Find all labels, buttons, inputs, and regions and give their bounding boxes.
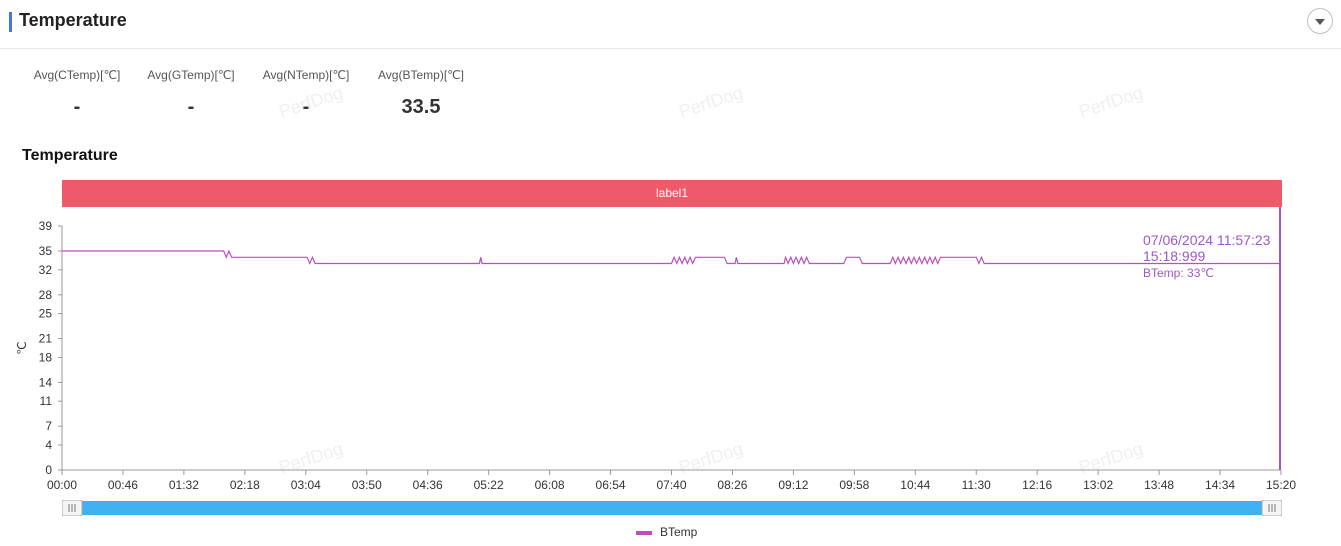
tooltip-time: 15:18:999 xyxy=(1143,248,1206,264)
stat-value: - xyxy=(187,96,195,118)
zoom-slider-fill xyxy=(62,501,1282,515)
y-tick-label: 14 xyxy=(39,375,53,389)
tooltip-datetime: 07/06/2024 11:57:23 xyxy=(1143,232,1271,248)
chevron-down-icon xyxy=(1315,19,1325,25)
x-tick-label: 00:00 xyxy=(47,478,77,492)
y-tick-label: 35 xyxy=(39,244,53,258)
x-tick-label: 00:46 xyxy=(108,478,138,492)
x-tick-label: 12:16 xyxy=(1022,478,1052,492)
stat-label: Avg(NTemp)[℃] xyxy=(262,68,350,82)
chart-title: Temperature xyxy=(22,147,118,164)
x-tick-label: 11:30 xyxy=(962,478,991,492)
stat-label: Avg(BTemp)[℃] xyxy=(378,68,464,82)
x-tick-label: 07:40 xyxy=(656,478,686,492)
stat-value: - xyxy=(302,96,310,118)
section-header: Temperature xyxy=(0,0,1341,49)
x-tick-label: 09:12 xyxy=(778,478,808,492)
temperature-chart[interactable]: 0 4 7 11 14 18 21 25 28 32 35 39 ℃ 00:00 00:46 01:32 02:… xyxy=(0,200,1341,500)
y-tick-label: 18 xyxy=(39,350,53,364)
x-tick-label: 10:44 xyxy=(900,478,930,492)
y-tick-label: 7 xyxy=(45,419,52,433)
x-tick-label: 01:32 xyxy=(169,478,199,492)
x-tick-label: 05:22 xyxy=(474,478,504,492)
x-tick-label: 02:18 xyxy=(230,478,260,492)
accent-bar xyxy=(9,12,12,32)
y-tick-label: 11 xyxy=(40,394,53,408)
stat-value: - xyxy=(73,96,81,118)
x-tick-label: 03:50 xyxy=(352,478,382,492)
watermark: PerfDog xyxy=(676,82,746,122)
stat-btemp: Avg(BTemp)[℃] 33.5 xyxy=(372,68,470,119)
y-tick-label: 25 xyxy=(39,307,53,321)
stat-gtemp: Avg(GTemp)[℃] - xyxy=(141,68,241,119)
y-tick-label: 21 xyxy=(39,332,53,346)
x-tick-label: 06:54 xyxy=(596,478,626,492)
x-tick-label: 14:34 xyxy=(1205,478,1235,492)
stat-label: Avg(GTemp)[℃] xyxy=(147,68,235,82)
stat-ntemp: Avg(NTemp)[℃] - xyxy=(256,68,356,119)
y-tick-label: 28 xyxy=(39,288,53,302)
x-tick-label: 13:02 xyxy=(1083,478,1113,492)
watermark: PerfDog xyxy=(1076,82,1146,122)
zoom-handle-right[interactable] xyxy=(1261,500,1282,516)
x-tick-label: 04:36 xyxy=(413,478,443,492)
cursor-tooltip: 07/06/2024 11:57:23 15:18:999 BTemp: 33℃ xyxy=(1143,232,1270,280)
x-tick-label: 06:08 xyxy=(535,478,565,492)
x-tick-label: 09:58 xyxy=(839,478,869,492)
y-tick-label: 0 xyxy=(45,463,52,477)
y-tick-label: 4 xyxy=(45,438,52,452)
y-tick-label: 39 xyxy=(39,219,53,233)
stat-ctemp: Avg(CTemp)[℃] - xyxy=(28,68,126,119)
stat-value: 33.5 xyxy=(401,96,441,118)
y-tick-label: 32 xyxy=(39,263,53,277)
legend-swatch xyxy=(636,530,652,535)
legend[interactable]: BTemp xyxy=(636,525,697,539)
x-tick-label: 15:20 xyxy=(1266,478,1296,492)
x-tick-label: 13:48 xyxy=(1144,478,1174,492)
section-title: Temperature xyxy=(19,10,127,30)
legend-label: BTemp xyxy=(660,525,698,539)
y-axis-label: ℃ xyxy=(15,341,29,354)
stat-label: Avg(CTemp)[℃] xyxy=(33,68,121,82)
zoom-handle-left[interactable] xyxy=(62,500,83,516)
x-tick-label: 08:26 xyxy=(717,478,747,492)
tooltip-value: BTemp: 33℃ xyxy=(1143,266,1214,280)
zoom-slider[interactable] xyxy=(62,500,1282,516)
collapse-button[interactable] xyxy=(1307,8,1333,34)
x-tick-label: 03:04 xyxy=(291,478,321,492)
label-band[interactable]: label1 xyxy=(62,180,1282,207)
series-line-btemp[interactable] xyxy=(62,249,1281,266)
